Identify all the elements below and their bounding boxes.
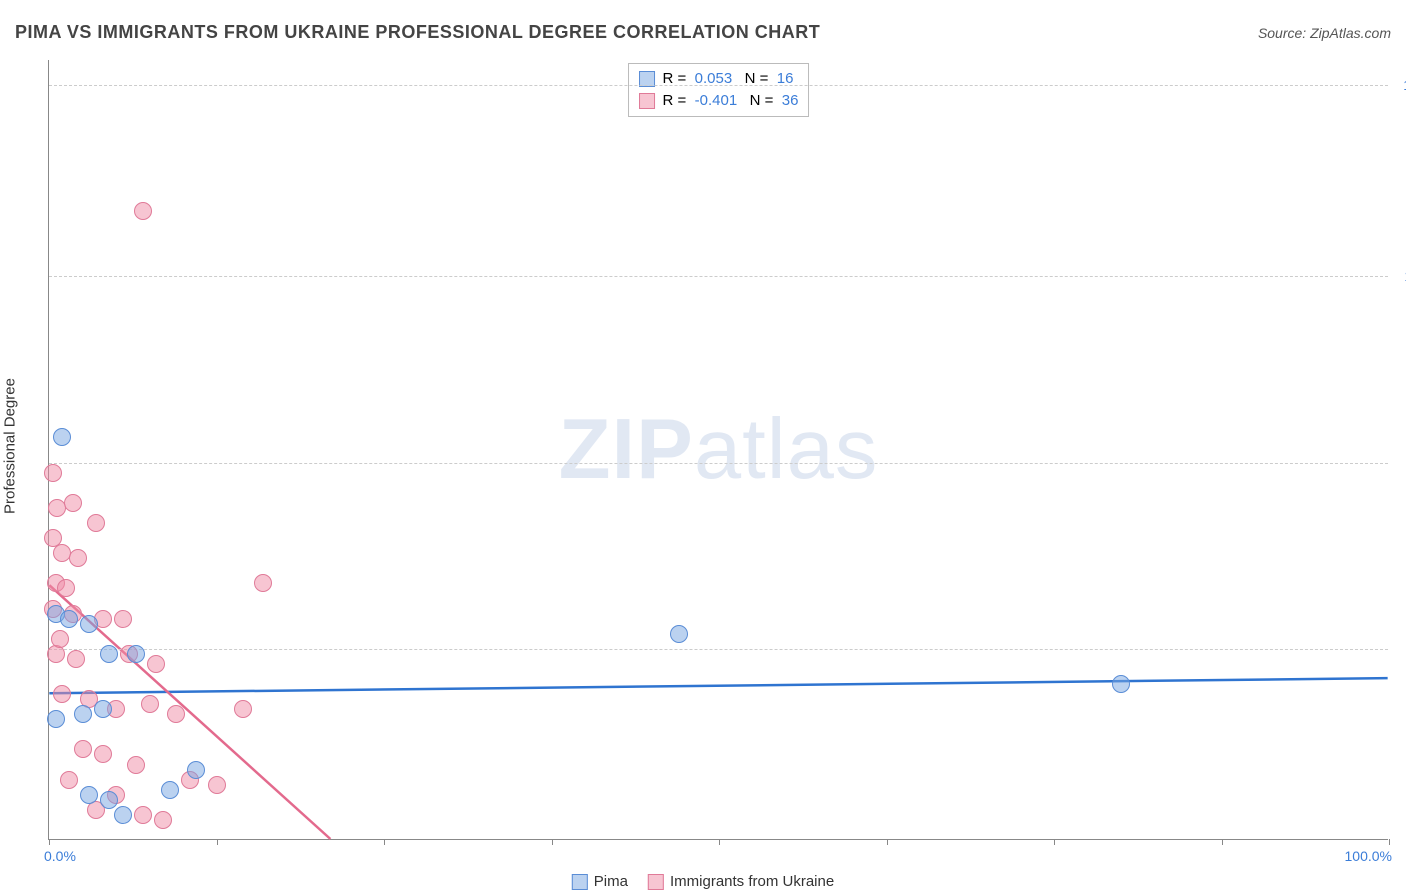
- y-tick-label: 11.2%: [1393, 268, 1406, 284]
- series-legend: Pima Immigrants from Ukraine: [572, 873, 834, 890]
- legend-label: Immigrants from Ukraine: [670, 873, 834, 890]
- x-tick: [1222, 839, 1223, 845]
- grid-line: [49, 276, 1388, 277]
- data-point: [47, 645, 65, 663]
- data-point: [100, 791, 118, 809]
- data-point: [69, 549, 87, 567]
- data-point: [67, 650, 85, 668]
- data-point: [60, 771, 78, 789]
- data-point: [134, 806, 152, 824]
- data-point: [80, 786, 98, 804]
- data-point: [254, 574, 272, 592]
- data-point: [57, 579, 75, 597]
- source-label: Source: ZipAtlas.com: [1258, 25, 1391, 41]
- data-point: [114, 806, 132, 824]
- data-point: [44, 464, 62, 482]
- data-point: [94, 745, 112, 763]
- x-tick: [217, 839, 218, 845]
- stats-text: R = 0.053 N = 16: [663, 68, 794, 90]
- legend-label: Pima: [594, 873, 628, 890]
- data-point: [114, 610, 132, 628]
- data-point: [161, 781, 179, 799]
- legend-swatch: [572, 874, 588, 890]
- grid-line: [49, 85, 1388, 86]
- data-point: [74, 740, 92, 758]
- data-point: [208, 776, 226, 794]
- data-point: [74, 705, 92, 723]
- x-tick: [384, 839, 385, 845]
- chart-title: PIMA VS IMMIGRANTS FROM UKRAINE PROFESSI…: [15, 22, 820, 43]
- data-point: [94, 700, 112, 718]
- stats-text: R = -0.401 N = 36: [663, 90, 799, 112]
- data-point: [1112, 675, 1130, 693]
- data-point: [167, 705, 185, 723]
- x-tick: [719, 839, 720, 845]
- data-point: [60, 610, 78, 628]
- data-point: [87, 514, 105, 532]
- stats-row: R = 0.053 N = 16: [639, 68, 799, 90]
- x-tick: [1389, 839, 1390, 845]
- data-point: [64, 494, 82, 512]
- scatter-plot: ZIPatlas R = 0.053 N = 16 R = -0.401 N =…: [48, 60, 1388, 840]
- grid-line: [49, 649, 1388, 650]
- x-max-label: 100.0%: [1345, 848, 1392, 864]
- stats-row: R = -0.401 N = 36: [639, 90, 799, 112]
- data-point: [187, 761, 205, 779]
- grid-line: [49, 463, 1388, 464]
- data-point: [80, 615, 98, 633]
- legend-swatch: [648, 874, 664, 890]
- data-point: [154, 811, 172, 829]
- x-tick: [1054, 839, 1055, 845]
- legend-item: Immigrants from Ukraine: [648, 873, 834, 890]
- watermark: ZIPatlas: [559, 401, 879, 499]
- data-point: [147, 655, 165, 673]
- data-point: [100, 645, 118, 663]
- x-tick: [887, 839, 888, 845]
- data-point: [53, 685, 71, 703]
- y-tick-label: 7.5%: [1393, 455, 1406, 471]
- data-point: [670, 625, 688, 643]
- y-tick-label: 15.0%: [1393, 77, 1406, 93]
- data-point: [127, 645, 145, 663]
- x-tick: [552, 839, 553, 845]
- x-min-label: 0.0%: [44, 848, 76, 864]
- data-point: [51, 630, 69, 648]
- stats-legend-box: R = 0.053 N = 16 R = -0.401 N = 36: [628, 63, 810, 117]
- trend-line: [49, 678, 1387, 693]
- x-tick: [49, 839, 50, 845]
- data-point: [134, 202, 152, 220]
- legend-swatch: [639, 93, 655, 109]
- data-point: [53, 428, 71, 446]
- y-tick-label: 3.8%: [1393, 641, 1406, 657]
- data-point: [141, 695, 159, 713]
- y-axis-title: Professional Degree: [2, 378, 19, 514]
- legend-item: Pima: [572, 873, 628, 890]
- data-point: [234, 700, 252, 718]
- data-point: [47, 710, 65, 728]
- data-point: [127, 756, 145, 774]
- trend-lines: [49, 60, 1388, 839]
